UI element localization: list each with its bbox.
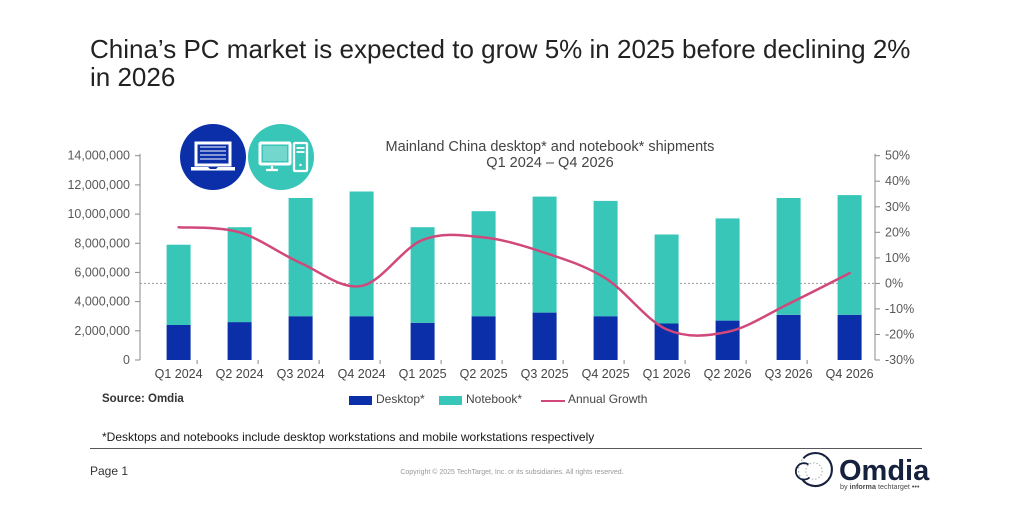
svg-text:14,000,000: 14,000,000: [67, 149, 130, 163]
svg-text:8,000,000: 8,000,000: [74, 236, 130, 250]
svg-text:50%: 50%: [885, 149, 910, 163]
svg-text:0%: 0%: [885, 276, 903, 290]
svg-text:Q1 2025: Q1 2025: [399, 367, 447, 381]
svg-text:Q3 2024: Q3 2024: [277, 367, 325, 381]
svg-text:-20%: -20%: [885, 328, 914, 342]
svg-text:Q4 2026: Q4 2026: [826, 367, 874, 381]
svg-text:10,000,000: 10,000,000: [67, 207, 130, 221]
svg-text:10%: 10%: [885, 251, 910, 265]
svg-text:Q2 2025: Q2 2025: [460, 367, 508, 381]
svg-text:0: 0: [123, 353, 130, 367]
svg-text:-30%: -30%: [885, 353, 914, 367]
svg-text:30%: 30%: [885, 200, 910, 214]
svg-text:Q2 2024: Q2 2024: [216, 367, 264, 381]
svg-text:Q2 2026: Q2 2026: [704, 367, 752, 381]
svg-text:Q1 2026: Q1 2026: [643, 367, 691, 381]
svg-text:Q4 2024: Q4 2024: [338, 367, 386, 381]
svg-text:2,000,000: 2,000,000: [74, 324, 130, 338]
svg-text:Q1 2024: Q1 2024: [155, 367, 203, 381]
svg-text:4,000,000: 4,000,000: [74, 295, 130, 309]
svg-text:Q3 2025: Q3 2025: [521, 367, 569, 381]
svg-text:Q3 2026: Q3 2026: [765, 367, 813, 381]
svg-text:40%: 40%: [885, 174, 910, 188]
svg-text:-10%: -10%: [885, 302, 914, 316]
svg-text:12,000,000: 12,000,000: [67, 178, 130, 192]
svg-text:by informa techtarget •••: by informa techtarget •••: [840, 482, 920, 491]
svg-text:20%: 20%: [885, 225, 910, 239]
svg-text:6,000,000: 6,000,000: [74, 265, 130, 279]
svg-text:Q4 2025: Q4 2025: [582, 367, 630, 381]
